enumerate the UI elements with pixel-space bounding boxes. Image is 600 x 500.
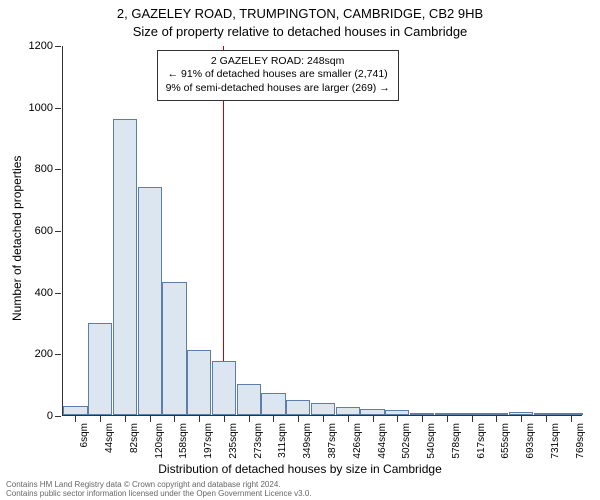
histogram-bar [113,119,137,415]
x-tick [348,416,349,422]
histogram-bar [534,413,558,415]
x-tick [125,416,126,422]
x-tick [521,416,522,422]
y-tick [55,293,61,294]
histogram-bar [237,384,261,415]
x-tick-label: 311sqm [277,423,288,458]
x-tick-label: 82sqm [129,423,140,453]
x-axis-label: Distribution of detached houses by size … [0,462,600,476]
y-tick [55,169,61,170]
histogram-bar [162,282,186,415]
histogram-bar [360,409,384,415]
histogram-bar [459,413,483,415]
histogram-bar [261,393,285,415]
footer-line: Contains HM Land Registry data © Crown c… [6,480,312,489]
chart-title-line2: Size of property relative to detached ho… [0,24,600,39]
x-tick-label: 426sqm [352,423,363,459]
x-tick-label: 120sqm [154,423,165,459]
plot-area: 2 GAZELEY ROAD: 248sqm ← 91% of detached… [62,46,582,416]
y-tick-label: 0 [47,410,53,422]
histogram-bar [558,413,582,415]
x-tick-label: 655sqm [500,423,511,459]
x-tick [298,416,299,422]
x-tick [100,416,101,422]
histogram-bar [410,413,434,415]
y-tick [55,354,61,355]
x-tick [249,416,250,422]
y-tick-label: 200 [35,348,53,360]
x-tick [397,416,398,422]
histogram-bar [385,410,409,415]
histogram-bar [88,323,112,416]
annotation-line: ← 91% of detached houses are smaller (2,… [166,68,390,82]
y-tick-label: 1200 [29,40,53,52]
footer-attribution: Contains HM Land Registry data © Crown c… [6,480,312,498]
x-tick-label: 44sqm [104,423,115,453]
x-tick-label: 6sqm [79,423,90,447]
x-tick [546,416,547,422]
histogram-bar [286,400,310,415]
reference-line [223,46,224,415]
y-tick-label: 800 [35,163,53,175]
y-tick-label: 600 [35,225,53,237]
histogram-bar [484,413,508,415]
x-tick-label: 273sqm [253,423,264,459]
footer-line: Contains public sector information licen… [6,489,312,498]
annotation-line: 2 GAZELEY ROAD: 248sqm [166,55,390,69]
histogram-bar [435,413,459,415]
histogram-bar [187,350,211,415]
y-axis-label: Number of detached properties [10,156,24,321]
x-tick [571,416,572,422]
histogram-bar [63,406,87,415]
x-tick [150,416,151,422]
x-tick [472,416,473,422]
x-tick [447,416,448,422]
y-tick [55,108,61,109]
x-tick [373,416,374,422]
x-tick-label: 578sqm [451,423,462,459]
x-tick-label: 617sqm [476,423,487,459]
x-tick-label: 502sqm [401,423,412,459]
x-tick [273,416,274,422]
x-tick [422,416,423,422]
x-tick-label: 769sqm [575,423,586,459]
y-tick [55,231,61,232]
y-tick-label: 1000 [29,102,53,114]
y-tick [55,416,61,417]
x-tick-label: 387sqm [327,423,338,459]
histogram-bar [212,361,236,415]
chart-title-line1: 2, GAZELEY ROAD, TRUMPINGTON, CAMBRIDGE,… [0,6,600,21]
x-tick [496,416,497,422]
y-tick [55,46,61,47]
x-tick [199,416,200,422]
x-tick [75,416,76,422]
x-tick-label: 731sqm [550,423,561,459]
y-tick-label: 400 [35,287,53,299]
x-tick [323,416,324,422]
x-tick-label: 693sqm [525,423,536,459]
histogram-bar [509,412,533,415]
x-tick-label: 464sqm [377,423,388,459]
x-tick-label: 349sqm [302,423,313,459]
x-tick [224,416,225,422]
chart-container: 2, GAZELEY ROAD, TRUMPINGTON, CAMBRIDGE,… [0,0,600,500]
histogram-bar [311,403,335,415]
x-tick [174,416,175,422]
x-tick-label: 197sqm [203,423,214,459]
x-tick-label: 235sqm [228,423,239,459]
x-tick-label: 158sqm [178,423,189,459]
x-tick-label: 540sqm [426,423,437,459]
annotation-line: 9% of semi-detached houses are larger (2… [166,82,390,96]
histogram-bar [138,187,162,415]
annotation-box: 2 GAZELEY ROAD: 248sqm ← 91% of detached… [157,50,399,101]
histogram-bar [336,407,360,415]
